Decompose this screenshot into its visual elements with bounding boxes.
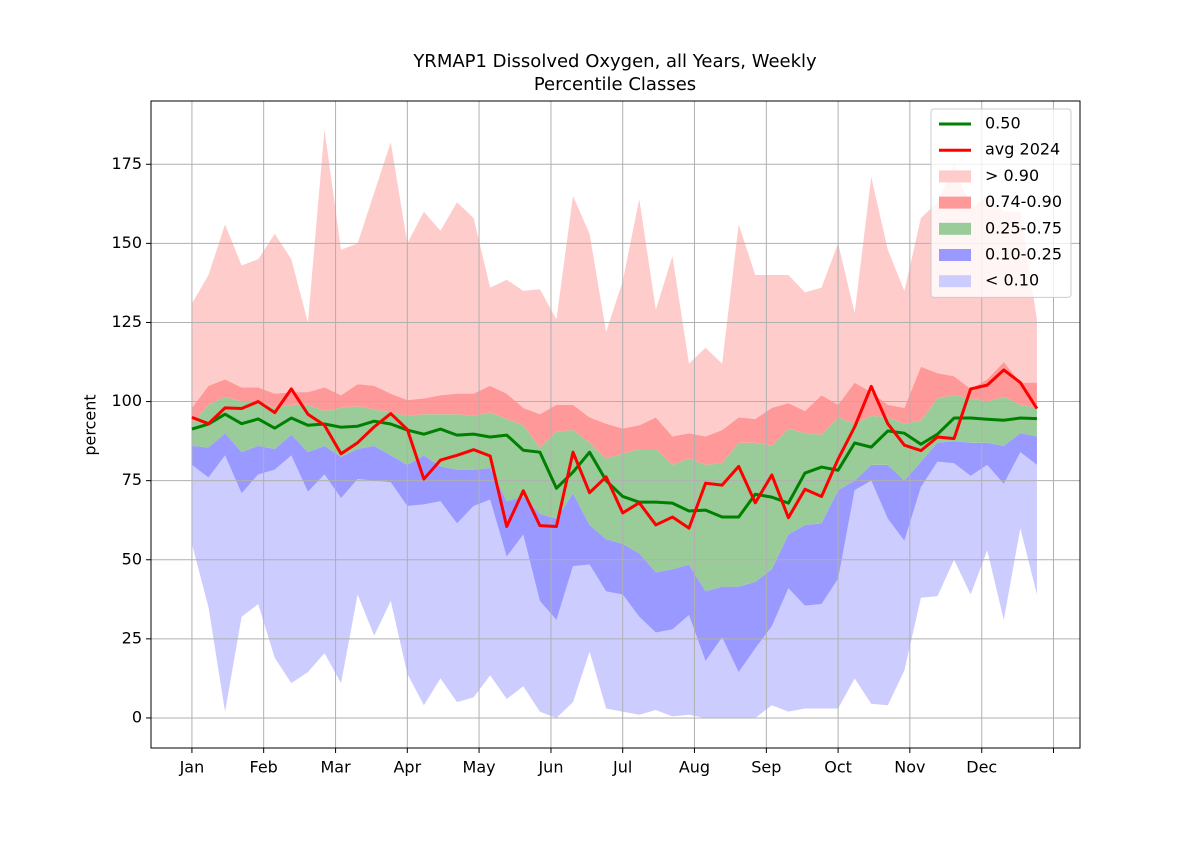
x-tick-label: Mar	[320, 758, 351, 777]
x-tick-label: Aug	[679, 758, 710, 777]
series-line	[191, 368, 1039, 530]
legend-label: avg 2024	[985, 140, 1060, 159]
y-tick-label: 150	[111, 233, 142, 252]
x-tick-label: Jan	[179, 758, 205, 777]
x-tick-label: Jun	[537, 758, 563, 777]
legend-label: 0.50	[985, 114, 1021, 133]
y-tick-label: 50	[122, 549, 142, 568]
band-area	[191, 452, 1037, 718]
band-area	[191, 433, 1037, 673]
x-tick-label: May	[463, 758, 496, 777]
x-tick-label: Nov	[894, 758, 925, 777]
legend-label: 0.25-0.75	[985, 218, 1062, 237]
x-tick-label: Dec	[966, 758, 997, 777]
y-axis-label: percent	[81, 394, 100, 455]
y-tick-label: 175	[111, 154, 142, 173]
legend-swatch	[939, 196, 971, 209]
y-tick-label: 100	[111, 391, 142, 410]
legend: 0.50 avg 2024 > 0.90 0.74-0.90 0.25-0.75 0.10…	[930, 108, 1072, 298]
legend-label: 0.74-0.90	[985, 192, 1062, 211]
legend-swatch	[939, 170, 971, 183]
y-tick-label: 0	[132, 707, 142, 726]
legend-swatch	[939, 275, 971, 288]
axes-frame	[150, 100, 1081, 749]
band-area	[191, 129, 1037, 437]
legend-label: 0.10-0.25	[985, 245, 1062, 264]
x-tick-label: Jul	[612, 758, 632, 777]
chart-title: YRMAP1 Dissolved Oxygen, all Years, Week…	[412, 51, 817, 72]
x-tick-label: Apr	[393, 758, 421, 777]
legend-swatch	[939, 249, 971, 261]
x-tick-label: Oct	[824, 758, 852, 777]
legend-label: < 0.10	[985, 271, 1039, 290]
y-tick-label: 75	[122, 470, 142, 489]
plot-area	[151, 101, 1080, 748]
y-tick-label: 125	[111, 312, 142, 331]
y-tick-label: 25	[122, 628, 142, 647]
chart-subtitle: Percentile Classes	[534, 74, 696, 95]
axes: Jan Feb Mar Apr May Jun Jul Aug Sep Oct Nov Dec 0 25 5…	[111, 100, 1081, 777]
legend-swatch	[939, 222, 971, 235]
x-tick-label: Sep	[751, 758, 781, 777]
band-area	[191, 362, 1037, 465]
x-tick-label: Feb	[250, 758, 278, 777]
legend-label: > 0.90	[985, 166, 1039, 185]
